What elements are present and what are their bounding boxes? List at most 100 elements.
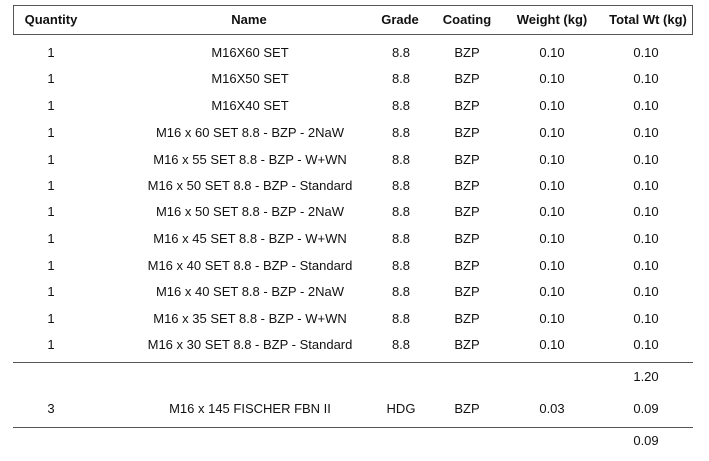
group-divider — [13, 362, 693, 363]
cell-quantity: 1 — [47, 125, 55, 140]
cell-grade: 8.8 — [391, 152, 411, 167]
cell-coating: BZP — [454, 178, 480, 193]
cell-weight: 0.10 — [539, 204, 565, 219]
subtotal-value: 1.20 — [633, 369, 659, 384]
table-row: 1 M16 x 50 SET 8.8 - BZP - Standard 8.8 … — [0, 173, 709, 199]
cell-coating: BZP — [454, 401, 480, 416]
cell-quantity: 1 — [47, 45, 55, 60]
cell-total-weight: 0.09 — [633, 401, 659, 416]
cell-coating: BZP — [454, 231, 480, 246]
cell-total-weight: 0.10 — [633, 45, 659, 60]
cell-coating: BZP — [454, 284, 480, 299]
cell-total-weight: 0.10 — [633, 284, 659, 299]
cell-total-weight: 0.10 — [633, 178, 659, 193]
table-row: 1 M16X50 SET 8.8 BZP 0.10 0.10 — [0, 66, 709, 92]
table-row: 1 M16 x 55 SET 8.8 - BZP - W+WN 8.8 BZP … — [0, 147, 709, 173]
cell-grade: 8.8 — [391, 178, 411, 193]
cell-total-weight: 0.10 — [633, 98, 659, 113]
cell-grade: HDG — [386, 401, 416, 416]
cell-name: M16 x 55 SET 8.8 - BZP - W+WN — [153, 152, 347, 167]
cell-name: M16 x 50 SET 8.8 - BZP - 2NaW — [155, 204, 345, 219]
header-name: Name — [231, 12, 267, 27]
table-row: 3 M16 x 145 FISCHER FBN II HDG BZP 0.03 … — [0, 396, 709, 422]
cell-grade: 8.8 — [391, 71, 411, 86]
group-divider — [13, 427, 693, 428]
cell-quantity: 1 — [47, 311, 55, 326]
cell-total-weight: 0.10 — [633, 337, 659, 352]
cell-quantity: 1 — [47, 204, 55, 219]
cell-name: M16X40 SET — [211, 98, 289, 113]
cell-name: M16 x 145 FISCHER FBN II — [169, 401, 331, 416]
cell-quantity: 1 — [47, 231, 55, 246]
cell-weight: 0.10 — [539, 178, 565, 193]
cell-name: M16X50 SET — [211, 71, 289, 86]
cell-total-weight: 0.10 — [633, 311, 659, 326]
cell-quantity: 1 — [47, 98, 55, 113]
cell-quantity: 1 — [47, 71, 55, 86]
cell-name: M16 x 45 SET 8.8 - BZP - W+WN — [153, 231, 347, 246]
cell-quantity: 1 — [47, 178, 55, 193]
subtotal-value: 0.09 — [633, 433, 659, 448]
cell-grade: 8.8 — [391, 258, 411, 273]
cell-total-weight: 0.10 — [633, 152, 659, 167]
cell-name: M16 x 35 SET 8.8 - BZP - W+WN — [153, 311, 347, 326]
header-coating: Coating — [442, 12, 492, 27]
cell-weight: 0.10 — [539, 231, 565, 246]
subtotal-row: 0.09 — [0, 428, 709, 454]
cell-total-weight: 0.10 — [633, 204, 659, 219]
cell-weight: 0.10 — [539, 152, 565, 167]
cell-total-weight: 0.10 — [633, 125, 659, 140]
cell-coating: BZP — [454, 152, 480, 167]
cell-name: M16X60 SET — [211, 45, 289, 60]
cell-coating: BZP — [454, 337, 480, 352]
cell-quantity: 1 — [47, 258, 55, 273]
header-quantity: Quantity — [24, 12, 78, 27]
cell-quantity: 1 — [47, 337, 55, 352]
cell-coating: BZP — [454, 98, 480, 113]
cell-weight: 0.10 — [539, 71, 565, 86]
cell-weight: 0.10 — [539, 284, 565, 299]
cell-grade: 8.8 — [391, 98, 411, 113]
cell-grade: 8.8 — [391, 337, 411, 352]
cell-name: M16 x 60 SET 8.8 - BZP - 2NaW — [155, 125, 345, 140]
cell-name: M16 x 50 SET 8.8 - BZP - Standard — [147, 178, 353, 193]
header-weight: Weight (kg) — [516, 12, 588, 27]
table-row: 1 M16 x 50 SET 8.8 - BZP - 2NaW 8.8 BZP … — [0, 199, 709, 225]
table-row: 1 M16 x 60 SET 8.8 - BZP - 2NaW 8.8 BZP … — [0, 120, 709, 146]
cell-grade: 8.8 — [391, 125, 411, 140]
cell-weight: 0.10 — [539, 337, 565, 352]
table-row: 1 M16X60 SET 8.8 BZP 0.10 0.10 — [0, 40, 709, 66]
cell-grade: 8.8 — [391, 311, 411, 326]
cell-weight: 0.10 — [539, 311, 565, 326]
cell-quantity: 1 — [47, 284, 55, 299]
table-row: 1 M16 x 45 SET 8.8 - BZP - W+WN 8.8 BZP … — [0, 226, 709, 252]
cell-coating: BZP — [454, 204, 480, 219]
cell-weight: 0.03 — [539, 401, 565, 416]
cell-weight: 0.10 — [539, 45, 565, 60]
cell-grade: 8.8 — [391, 284, 411, 299]
cell-grade: 8.8 — [391, 231, 411, 246]
cell-quantity: 1 — [47, 152, 55, 167]
cell-weight: 0.10 — [539, 98, 565, 113]
cell-quantity: 3 — [47, 401, 55, 416]
table-header: Quantity Name Grade Coating Weight (kg) … — [13, 5, 693, 35]
cell-coating: BZP — [454, 125, 480, 140]
cell-total-weight: 0.10 — [633, 231, 659, 246]
header-grade: Grade — [381, 12, 419, 27]
cell-name: M16 x 40 SET 8.8 - BZP - Standard — [147, 258, 353, 273]
cell-weight: 0.10 — [539, 258, 565, 273]
table-row: 1 M16X40 SET 8.8 BZP 0.10 0.10 — [0, 93, 709, 119]
subtotal-row: 1.20 — [0, 364, 709, 390]
cell-weight: 0.10 — [539, 125, 565, 140]
cell-coating: BZP — [454, 71, 480, 86]
table-row: 1 M16 x 35 SET 8.8 - BZP - W+WN 8.8 BZP … — [0, 306, 709, 332]
cell-coating: BZP — [454, 45, 480, 60]
cell-coating: BZP — [454, 258, 480, 273]
cell-grade: 8.8 — [391, 204, 411, 219]
cell-total-weight: 0.10 — [633, 258, 659, 273]
table-row: 1 M16 x 30 SET 8.8 - BZP - Standard 8.8 … — [0, 332, 709, 358]
table-row: 1 M16 x 40 SET 8.8 - BZP - Standard 8.8 … — [0, 253, 709, 279]
cell-coating: BZP — [454, 311, 480, 326]
header-total-weight: Total Wt (kg) — [609, 12, 687, 27]
cell-grade: 8.8 — [391, 45, 411, 60]
